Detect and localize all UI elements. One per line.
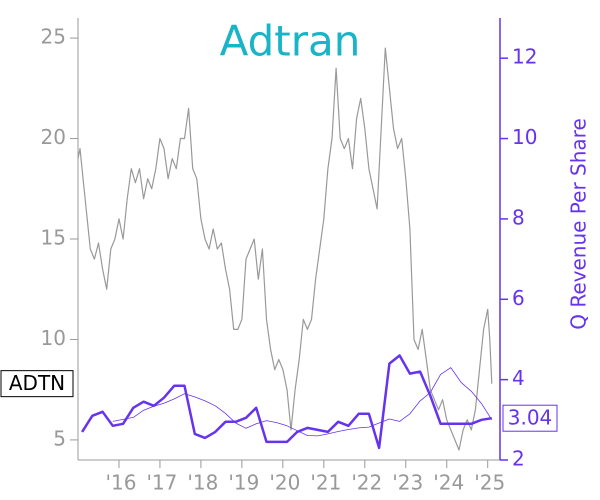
y2-tick-label: 12	[512, 45, 537, 69]
x-tick-label: '24	[433, 471, 464, 495]
ticker-box	[0, 370, 74, 398]
y2-tick-label: 2	[512, 447, 525, 471]
x-tick-label: '22	[351, 471, 382, 495]
y2-axis-label: Q Revenue Per Share	[567, 118, 591, 330]
x-tick-label: '25	[474, 471, 505, 495]
x-tick-label: '17	[146, 471, 177, 495]
x-tick-label: '21	[310, 471, 341, 495]
chart-title: Adtran	[220, 17, 361, 66]
series-line	[81, 354, 492, 450]
x-tick-label: '16	[105, 471, 136, 495]
y2-tick-label: 8	[512, 205, 525, 229]
x-tick-label: '23	[392, 471, 423, 495]
ticker-label: ADTN	[9, 371, 65, 395]
series-line	[77, 47, 493, 451]
y-tick-label: 5	[53, 426, 66, 450]
y-tick-label: 10	[41, 326, 66, 350]
y-tick-label: 25	[41, 25, 66, 49]
x-tick-label: '20	[269, 471, 300, 495]
value-box	[502, 404, 558, 432]
value-label: 3.04	[508, 406, 553, 430]
x-tick-label: '19	[228, 471, 259, 495]
y-tick-label: 20	[41, 125, 66, 149]
y2-tick-label: 6	[512, 286, 525, 310]
x-tick-label: '18	[187, 471, 218, 495]
y2-tick-label: 10	[512, 125, 537, 149]
series-line	[112, 367, 493, 437]
y-tick-label: 15	[41, 226, 66, 250]
y2-tick-label: 4	[512, 366, 525, 390]
